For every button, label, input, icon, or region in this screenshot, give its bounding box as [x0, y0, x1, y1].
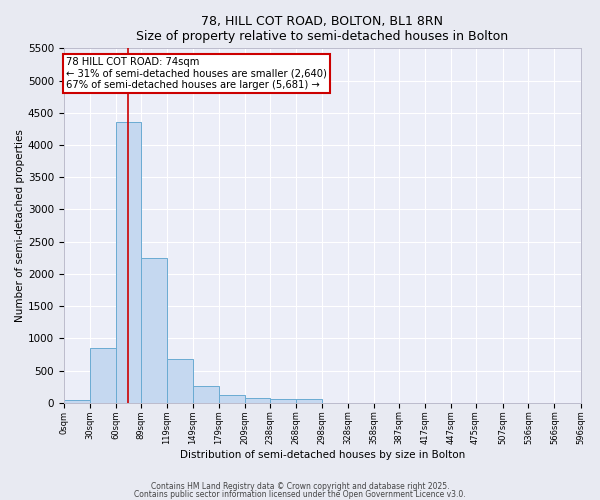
Bar — [245, 398, 270, 403]
Text: Contains public sector information licensed under the Open Government Licence v3: Contains public sector information licen… — [134, 490, 466, 499]
Bar — [296, 399, 322, 403]
Text: 78 HILL COT ROAD: 74sqm
← 31% of semi-detached houses are smaller (2,640)
67% of: 78 HILL COT ROAD: 74sqm ← 31% of semi-de… — [67, 57, 327, 90]
Bar — [219, 395, 245, 403]
Y-axis label: Number of semi-detached properties: Number of semi-detached properties — [15, 129, 25, 322]
Bar — [141, 258, 167, 403]
Text: Contains HM Land Registry data © Crown copyright and database right 2025.: Contains HM Land Registry data © Crown c… — [151, 482, 449, 491]
Title: 78, HILL COT ROAD, BOLTON, BL1 8RN
Size of property relative to semi-detached ho: 78, HILL COT ROAD, BOLTON, BL1 8RN Size … — [136, 15, 508, 43]
Bar — [90, 348, 116, 403]
Bar — [167, 359, 193, 403]
Bar — [64, 400, 90, 403]
Bar — [116, 122, 141, 403]
Bar — [270, 399, 296, 403]
X-axis label: Distribution of semi-detached houses by size in Bolton: Distribution of semi-detached houses by … — [179, 450, 465, 460]
Bar — [193, 386, 219, 403]
